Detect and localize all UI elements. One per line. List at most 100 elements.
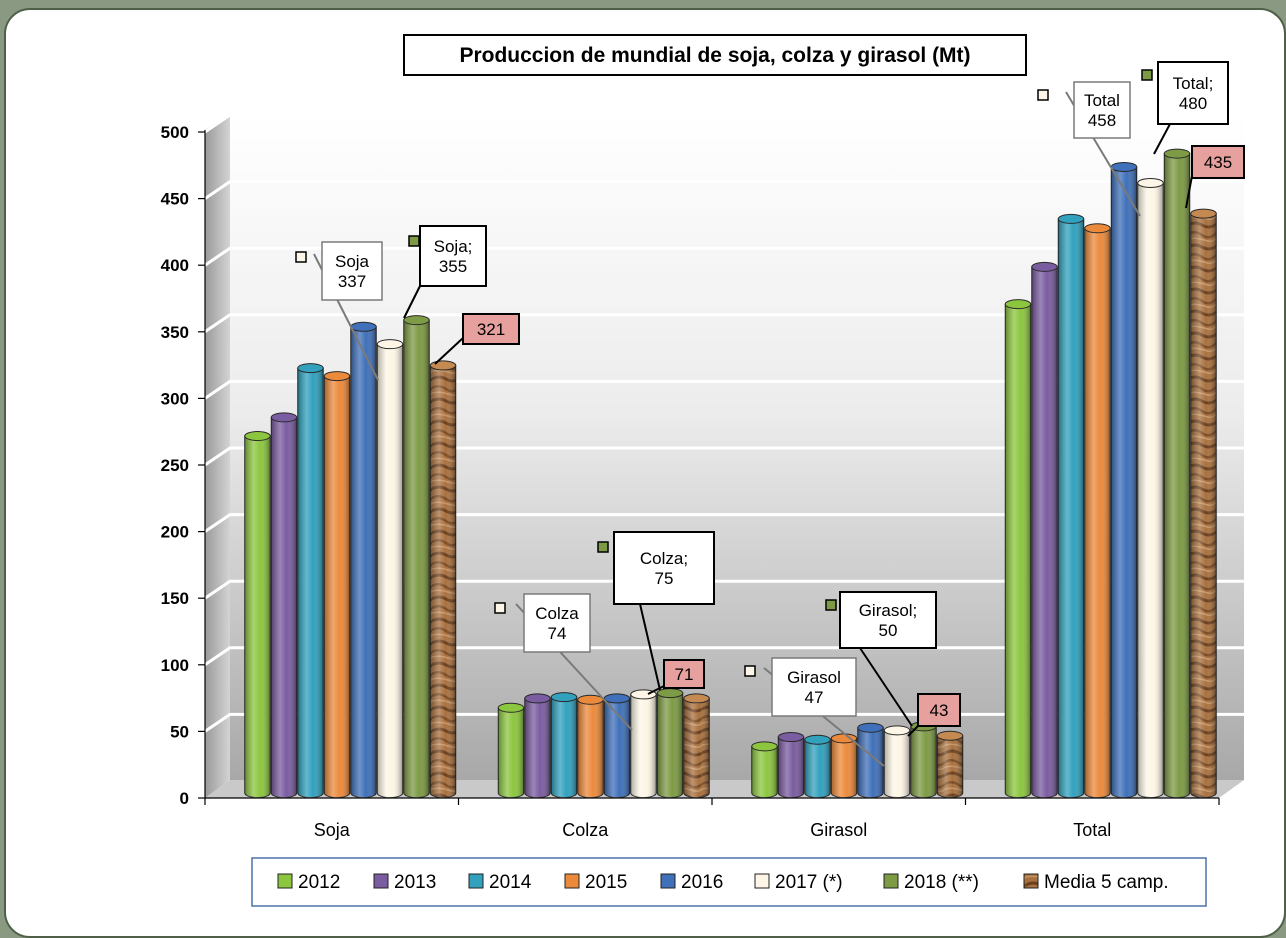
legend-item: 2016 bbox=[660, 872, 723, 893]
y-tick-label: 350 bbox=[161, 323, 189, 342]
y-tick-label: 200 bbox=[161, 523, 189, 542]
callout: Girasol;50 bbox=[825, 591, 937, 727]
x-axis-ticks: Soja Colza Girasol Total bbox=[204, 798, 1220, 840]
bar-top bbox=[524, 693, 551, 704]
legend-item: 2012 bbox=[277, 872, 340, 893]
callout-label: 321 bbox=[477, 320, 505, 339]
callout-label: Total; bbox=[1173, 74, 1214, 93]
bar-shading bbox=[377, 344, 403, 798]
bar-shading bbox=[1005, 304, 1031, 798]
callout: 71 bbox=[647, 659, 705, 695]
bar bbox=[777, 732, 805, 798]
callout-pointer bbox=[639, 603, 661, 691]
bar-top bbox=[550, 692, 578, 703]
bar-top bbox=[936, 730, 964, 741]
bar-top bbox=[244, 431, 271, 442]
bar-shading bbox=[604, 698, 630, 798]
bar-shading bbox=[271, 417, 297, 798]
bar-shading bbox=[350, 326, 377, 798]
bar-shading bbox=[831, 738, 857, 798]
bar bbox=[1163, 148, 1191, 798]
gridline bbox=[204, 246, 1244, 267]
legend-label: Media 5 camp. bbox=[1044, 872, 1169, 893]
bar-top bbox=[403, 315, 430, 326]
bar bbox=[1137, 177, 1164, 798]
callout-pointer bbox=[1153, 123, 1171, 155]
y-tick-label: 450 bbox=[161, 190, 189, 209]
legend-box bbox=[251, 857, 1207, 907]
x-tick-label: Soja bbox=[314, 820, 351, 840]
bar-shading bbox=[1084, 228, 1111, 798]
legend-swatch bbox=[277, 873, 293, 889]
bar-shading bbox=[1111, 166, 1137, 798]
bar-top bbox=[1084, 223, 1111, 234]
callout-box bbox=[613, 531, 715, 605]
callout-label: 74 bbox=[548, 624, 567, 643]
bar-top bbox=[1031, 261, 1058, 272]
bar-top bbox=[297, 363, 324, 374]
gridline bbox=[204, 446, 1244, 467]
bar bbox=[1084, 223, 1111, 798]
callout-label: Soja; bbox=[434, 237, 473, 256]
bar-shading bbox=[524, 698, 551, 798]
legend-swatch bbox=[1023, 873, 1039, 889]
chart-title: Produccion de mundial de soja, colza y g… bbox=[459, 44, 970, 67]
legend-swatch bbox=[883, 873, 899, 889]
bar-shading bbox=[324, 376, 350, 798]
callout-box bbox=[917, 693, 961, 727]
legend-marker bbox=[825, 599, 837, 611]
bar-shading bbox=[884, 730, 910, 798]
bar bbox=[524, 693, 551, 798]
legend-marker bbox=[744, 665, 756, 677]
legend-marker bbox=[1037, 89, 1049, 101]
bar-top bbox=[1190, 208, 1217, 219]
callout-label: 480 bbox=[1179, 94, 1207, 113]
gridline bbox=[204, 113, 1244, 134]
bar bbox=[883, 725, 911, 798]
y-tick-label: 100 bbox=[161, 656, 189, 675]
legend-swatch bbox=[660, 873, 676, 889]
bar bbox=[804, 734, 831, 798]
callout-box bbox=[462, 313, 520, 345]
callout-pointer bbox=[859, 647, 913, 727]
bar bbox=[1004, 299, 1032, 798]
y-tick-label: 400 bbox=[161, 256, 189, 275]
bar bbox=[497, 702, 525, 798]
bar-shading bbox=[778, 737, 804, 798]
callout-box bbox=[1073, 81, 1131, 139]
callout-box bbox=[839, 591, 937, 649]
callout-pointer bbox=[403, 285, 421, 319]
bar bbox=[577, 694, 604, 798]
legend-label: 2012 bbox=[298, 872, 340, 893]
bar-top bbox=[603, 693, 631, 704]
x-tick-label: Girasol bbox=[810, 820, 867, 840]
legend-marker bbox=[295, 251, 307, 263]
callout-box bbox=[1191, 145, 1245, 179]
bar-shading bbox=[551, 697, 577, 798]
y-tick-label: 300 bbox=[161, 389, 189, 408]
bar-shading bbox=[1137, 182, 1164, 798]
legend-swatch bbox=[754, 873, 770, 889]
bar bbox=[683, 693, 710, 798]
callout-pointer bbox=[907, 725, 919, 737]
bar-top bbox=[350, 321, 377, 332]
callout-label: 71 bbox=[675, 665, 694, 684]
bar-top bbox=[683, 693, 710, 704]
legend-item: 2018 (**) bbox=[883, 872, 979, 893]
bar bbox=[429, 360, 457, 798]
bar-shading bbox=[751, 746, 778, 798]
bar-top bbox=[751, 741, 778, 752]
callout-label: Soja bbox=[335, 252, 370, 271]
bar-top bbox=[1110, 161, 1138, 172]
gridline bbox=[204, 313, 1244, 334]
bar-top bbox=[1163, 148, 1191, 159]
legend-label: 2016 bbox=[681, 872, 723, 893]
bar bbox=[1110, 161, 1138, 798]
bar-shading bbox=[630, 694, 657, 798]
bar-shading bbox=[937, 735, 963, 798]
callout-box bbox=[321, 241, 383, 301]
bar-shading bbox=[498, 707, 524, 798]
